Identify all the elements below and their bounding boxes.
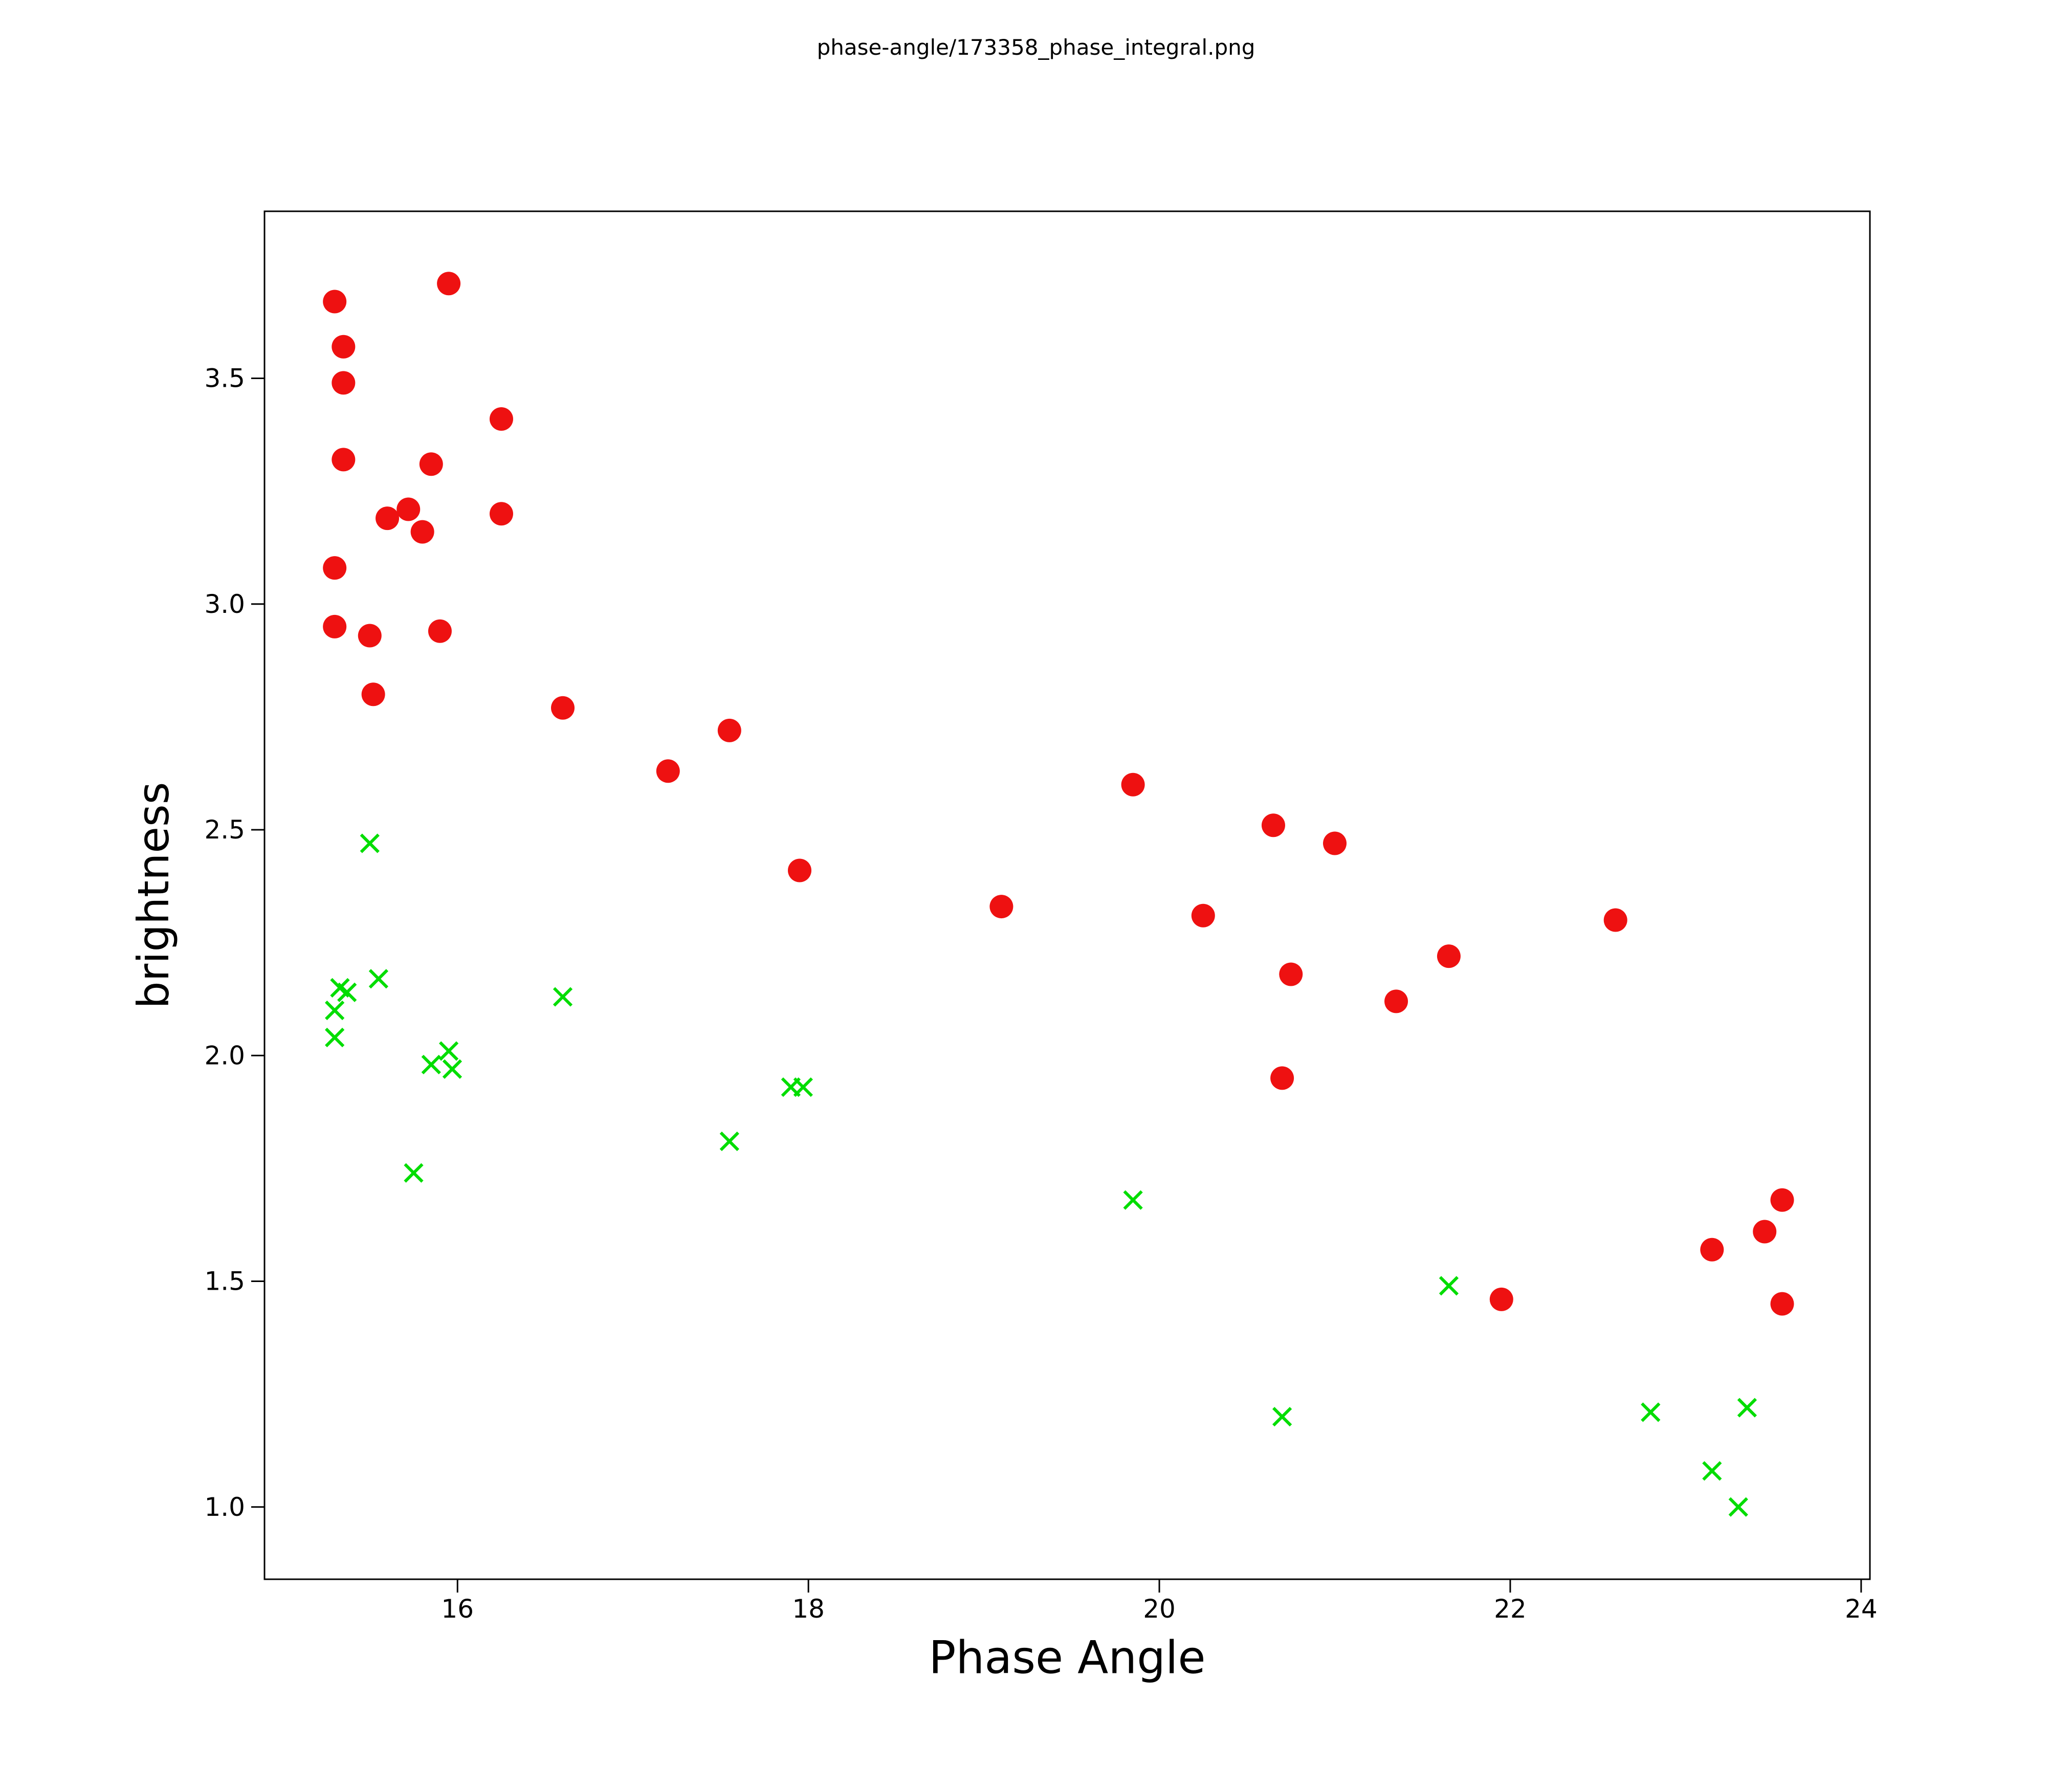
- x-tick-label: 20: [1143, 1594, 1176, 1624]
- red-point: [1261, 813, 1285, 837]
- green-point: [793, 1077, 813, 1097]
- green-point: [719, 1131, 739, 1152]
- chart-title: phase-angle/173358_phase_integral.png: [817, 35, 1255, 60]
- green-point: [553, 987, 573, 1007]
- red-point: [788, 858, 811, 882]
- red-point: [323, 614, 347, 638]
- red-point: [332, 371, 356, 395]
- y-tick-label: 1.0: [204, 1492, 245, 1522]
- red-point: [656, 759, 680, 783]
- red-point: [437, 272, 461, 296]
- red-point: [361, 682, 385, 706]
- x-tick-label: 22: [1494, 1594, 1527, 1624]
- green-point: [325, 1000, 345, 1021]
- green-point: [325, 1027, 345, 1048]
- red-point: [1700, 1238, 1724, 1262]
- red-point: [1121, 772, 1145, 797]
- green-point: [368, 969, 389, 989]
- red-point: [323, 556, 347, 580]
- x-tick-label: 18: [792, 1594, 825, 1624]
- green-point: [360, 833, 380, 853]
- red-point: [1603, 908, 1627, 932]
- red-point: [489, 502, 513, 526]
- green-point: [1737, 1398, 1757, 1418]
- red-point: [1437, 944, 1461, 968]
- x-axis-label: Phase Angle: [929, 1631, 1206, 1684]
- red-point: [332, 335, 356, 359]
- green-point: [1702, 1461, 1722, 1481]
- red-point: [1770, 1292, 1794, 1316]
- x-tick-label: 16: [441, 1594, 474, 1624]
- x-tick-label: 24: [1845, 1594, 1878, 1624]
- red-point: [410, 520, 434, 544]
- green-point: [337, 982, 357, 1002]
- red-point: [1191, 903, 1215, 927]
- red-point: [376, 506, 400, 531]
- plot-border: [263, 210, 1871, 1580]
- y-axis-label: brightness: [128, 782, 179, 1009]
- green-point: [1641, 1402, 1661, 1422]
- green-point: [1439, 1276, 1459, 1296]
- red-point: [323, 290, 347, 314]
- red-point: [428, 619, 452, 643]
- red-point: [1770, 1188, 1794, 1212]
- green-point: [1728, 1497, 1748, 1517]
- red-point: [332, 448, 356, 472]
- green-point: [1123, 1190, 1143, 1210]
- red-point: [989, 895, 1013, 919]
- y-tick-label: 1.5: [204, 1267, 245, 1296]
- red-point: [358, 624, 382, 648]
- green-point: [442, 1059, 462, 1079]
- green-point: [1272, 1407, 1292, 1427]
- red-point: [396, 497, 421, 521]
- red-point: [419, 452, 443, 476]
- y-tick-label: 3.0: [204, 589, 245, 619]
- green-point: [438, 1041, 459, 1061]
- red-point: [1753, 1220, 1777, 1244]
- red-point: [1384, 989, 1408, 1013]
- red-point: [489, 407, 513, 431]
- red-point: [717, 718, 741, 742]
- red-point: [551, 696, 575, 720]
- green-point: [421, 1054, 441, 1075]
- y-tick-label: 2.5: [204, 815, 245, 845]
- red-point: [1323, 831, 1347, 855]
- green-point: [404, 1163, 424, 1183]
- red-point: [1489, 1287, 1513, 1311]
- red-point: [1279, 962, 1303, 986]
- y-tick-label: 3.5: [204, 364, 245, 393]
- y-tick-label: 2.0: [204, 1041, 245, 1070]
- red-point: [1270, 1066, 1294, 1090]
